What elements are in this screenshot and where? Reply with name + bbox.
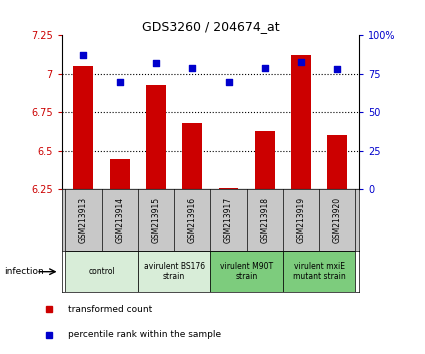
Bar (210, 251, 283, 292)
Text: GSM213913: GSM213913 (79, 197, 88, 244)
Text: GSM213918: GSM213918 (260, 198, 269, 243)
Text: virulent M90T
strain: virulent M90T strain (220, 262, 273, 281)
Bar (283, 251, 355, 292)
Bar (138, 251, 210, 292)
Text: avirulent BS176
strain: avirulent BS176 strain (144, 262, 205, 281)
Text: GSM213917: GSM213917 (224, 197, 233, 244)
Bar (146, 85, 166, 189)
Title: GDS3260 / 204674_at: GDS3260 / 204674_at (142, 20, 279, 33)
Point (80, 53, 87, 58)
Text: infection: infection (4, 267, 44, 276)
Point (261, 65, 268, 70)
Bar (110, 159, 130, 189)
Text: GSM213914: GSM213914 (115, 197, 124, 244)
Text: control: control (88, 267, 115, 276)
Point (298, 59, 304, 64)
Bar (182, 123, 202, 189)
Text: percentile rank within the sample: percentile rank within the sample (68, 330, 221, 339)
Text: transformed count: transformed count (68, 304, 152, 314)
Text: GSM213920: GSM213920 (333, 197, 342, 244)
Bar (327, 136, 347, 189)
Point (225, 79, 232, 84)
Bar (218, 188, 238, 189)
Bar (255, 131, 275, 189)
Text: virulent mxiE
mutant strain: virulent mxiE mutant strain (293, 262, 346, 281)
Point (153, 60, 159, 66)
Point (334, 67, 341, 72)
Point (116, 79, 123, 84)
Bar (74, 66, 94, 189)
Text: GSM213919: GSM213919 (297, 197, 306, 244)
Text: GSM213915: GSM213915 (151, 197, 161, 244)
Point (189, 65, 196, 70)
Bar (65, 251, 138, 292)
Bar (291, 56, 311, 189)
Text: GSM213916: GSM213916 (188, 197, 197, 244)
